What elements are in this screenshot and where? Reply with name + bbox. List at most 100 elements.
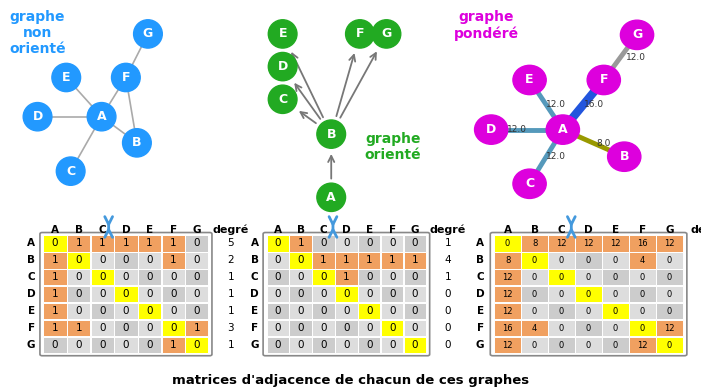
Text: 0: 0	[411, 323, 418, 333]
Text: 8.0: 8.0	[597, 138, 611, 148]
Bar	[602, 252, 629, 268]
Text: 1: 1	[52, 289, 58, 299]
Bar	[290, 286, 312, 303]
Text: D: D	[342, 224, 350, 235]
Text: 0: 0	[123, 255, 129, 265]
Text: 1: 1	[320, 255, 327, 265]
Bar	[656, 320, 683, 336]
Bar	[548, 337, 575, 354]
Text: F: F	[639, 224, 646, 235]
Text: 0: 0	[586, 256, 591, 265]
Text: 0: 0	[613, 256, 618, 265]
Text: 0: 0	[297, 340, 304, 350]
Text: B: B	[620, 150, 629, 163]
Bar	[67, 252, 90, 268]
Text: D: D	[486, 123, 496, 136]
Text: G: G	[665, 224, 674, 235]
Bar	[548, 252, 575, 268]
Circle shape	[111, 63, 140, 92]
Text: 8: 8	[532, 239, 537, 248]
Text: 0: 0	[667, 273, 672, 282]
Text: C: C	[558, 224, 566, 235]
Bar	[358, 337, 381, 354]
Text: F: F	[599, 74, 608, 86]
Bar	[312, 337, 335, 354]
Text: 0: 0	[586, 273, 591, 282]
Text: 0: 0	[76, 289, 82, 299]
Bar	[494, 303, 521, 319]
Text: 12: 12	[503, 307, 513, 315]
Text: E: E	[146, 224, 153, 235]
Bar	[67, 235, 90, 252]
Bar	[576, 286, 602, 303]
Text: 0: 0	[613, 290, 618, 299]
Bar	[629, 303, 656, 319]
Circle shape	[620, 20, 653, 49]
Bar	[602, 235, 629, 252]
Bar	[43, 235, 67, 252]
Text: 0: 0	[389, 272, 395, 282]
Text: 16.0: 16.0	[583, 100, 604, 109]
Text: 0: 0	[275, 272, 281, 282]
Text: 0: 0	[411, 272, 418, 282]
Text: A: A	[250, 238, 259, 248]
Text: 0: 0	[444, 289, 451, 299]
Text: 1: 1	[123, 238, 129, 248]
Bar	[335, 303, 358, 319]
Text: 0: 0	[389, 323, 395, 333]
Text: 0: 0	[389, 238, 395, 248]
Text: 0: 0	[532, 273, 537, 282]
Text: G: G	[250, 340, 259, 350]
Bar	[114, 269, 137, 286]
Text: 1: 1	[343, 272, 350, 282]
Text: 0: 0	[297, 306, 304, 316]
Text: F: F	[355, 27, 365, 40]
Bar	[114, 303, 137, 319]
Bar	[312, 286, 335, 303]
Text: F: F	[121, 71, 130, 84]
Text: F: F	[170, 224, 177, 235]
Text: 1: 1	[52, 255, 58, 265]
Text: 0: 0	[559, 290, 564, 299]
Text: 0: 0	[320, 272, 327, 282]
Text: 0: 0	[667, 290, 672, 299]
Text: B: B	[297, 224, 305, 235]
Bar	[548, 303, 575, 319]
Bar	[656, 252, 683, 268]
Text: 0: 0	[343, 238, 350, 248]
Text: 0: 0	[99, 272, 106, 282]
Bar	[290, 337, 312, 354]
Bar	[548, 286, 575, 303]
Bar	[576, 303, 602, 319]
Text: G: G	[143, 27, 153, 40]
Text: 0: 0	[147, 323, 153, 333]
Bar	[162, 269, 185, 286]
Text: F: F	[27, 323, 34, 333]
Circle shape	[317, 120, 346, 148]
Text: 0: 0	[320, 238, 327, 248]
Text: C: C	[99, 224, 106, 235]
Text: 1: 1	[52, 272, 58, 282]
Bar	[522, 286, 547, 303]
Text: D: D	[476, 289, 484, 299]
Text: 0: 0	[667, 341, 672, 350]
Text: G: G	[411, 224, 419, 235]
Text: 1: 1	[170, 238, 177, 248]
Bar	[312, 252, 335, 268]
Text: graphe
orienté: graphe orienté	[365, 132, 421, 162]
Text: F: F	[388, 224, 395, 235]
Bar	[404, 235, 426, 252]
Text: 0: 0	[99, 289, 106, 299]
Bar	[266, 269, 289, 286]
Text: D: D	[278, 60, 288, 73]
Text: 3: 3	[227, 323, 234, 333]
Text: G: G	[476, 340, 484, 350]
Bar	[522, 337, 547, 354]
Bar	[43, 303, 67, 319]
Text: 12: 12	[665, 324, 675, 333]
Bar	[576, 252, 602, 268]
Bar	[162, 235, 185, 252]
Bar	[381, 235, 403, 252]
Bar	[576, 269, 602, 286]
Text: 0: 0	[170, 289, 177, 299]
